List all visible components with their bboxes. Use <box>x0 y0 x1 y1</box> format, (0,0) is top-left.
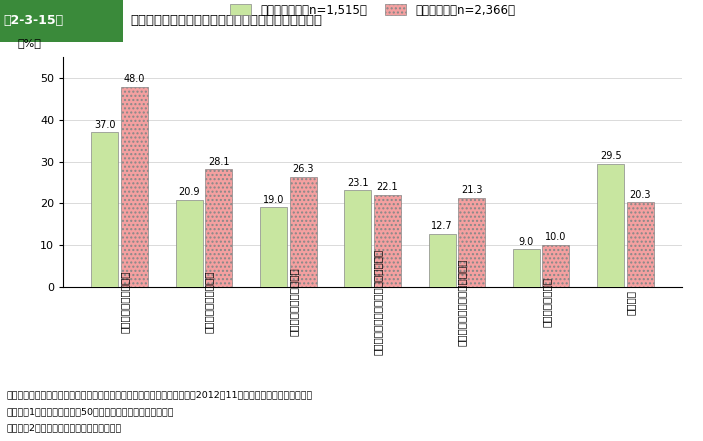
Bar <box>598 164 624 287</box>
Text: 2．「その他」は表示していない。: 2．「その他」は表示していない。 <box>7 424 122 433</box>
Bar <box>91 132 118 287</box>
Text: 20.3: 20.3 <box>630 190 651 199</box>
Text: 後継者の養成について: 後継者の養成について <box>120 271 129 333</box>
Text: 9.0: 9.0 <box>519 237 534 247</box>
Text: 48.0: 48.0 <box>124 74 145 84</box>
Bar <box>121 86 148 287</box>
Text: 特にない: 特にない <box>626 290 636 314</box>
Bar <box>513 249 540 287</box>
Text: 28.1: 28.1 <box>208 157 229 167</box>
Text: 自社株式・事業用資産について: 自社株式・事業用資産について <box>457 258 467 346</box>
Text: 後継者の選定について: 後継者の選定について <box>204 271 214 333</box>
Text: 19.0: 19.0 <box>263 195 284 205</box>
Text: 26.3: 26.3 <box>292 164 314 175</box>
Bar <box>260 207 287 287</box>
Text: 12.7: 12.7 <box>432 221 453 231</box>
Bar <box>290 177 316 287</box>
Text: 23.1: 23.1 <box>347 178 368 188</box>
Text: 事業承継に必要な資金の調達について: 事業承継に必要な資金の調達について <box>373 249 382 355</box>
Bar <box>374 194 401 287</box>
Bar <box>205 169 232 287</box>
Text: 資料：中小企業庁委託「中小企業の事業承継に関するアンケート調査」（2012年11月、（株）野村総合研究所）: 資料：中小企業庁委託「中小企業の事業承継に関するアンケート調査」（2012年11… <box>7 390 314 399</box>
Text: 37.0: 37.0 <box>94 120 115 130</box>
Bar <box>344 191 371 287</box>
Y-axis label: （%）: （%） <box>18 38 41 48</box>
Bar <box>176 199 202 287</box>
Text: （注）　1．経営者の年齢が50歳以上の企業を集計している。: （注） 1．経営者の年齢が50歳以上の企業を集計している。 <box>7 407 174 416</box>
Legend: 小規模事業者（n=1,515）, 中規模企業（n=2,366）: 小規模事業者（n=1,515）, 中規模企業（n=2,366） <box>225 0 520 22</box>
Text: 相続税・贈与税について: 相続税・贈与税について <box>288 268 298 336</box>
Text: 22.1: 22.1 <box>377 182 398 192</box>
FancyBboxPatch shape <box>0 0 123 42</box>
Bar <box>429 234 456 287</box>
Text: 10.0: 10.0 <box>546 232 567 243</box>
Text: 20.9: 20.9 <box>179 187 200 197</box>
Text: 第2-3-15図: 第2-3-15図 <box>4 15 64 27</box>
Text: 29.5: 29.5 <box>600 151 621 161</box>
Text: 事業売却について: 事業売却について <box>541 277 551 327</box>
Text: 規模別の特に関心のある事業承継の知識（複数回答）: 規模別の特に関心のある事業承継の知識（複数回答） <box>130 15 322 27</box>
Bar <box>458 198 485 287</box>
Bar <box>543 245 569 287</box>
Bar <box>627 202 654 287</box>
Text: 21.3: 21.3 <box>461 185 482 195</box>
